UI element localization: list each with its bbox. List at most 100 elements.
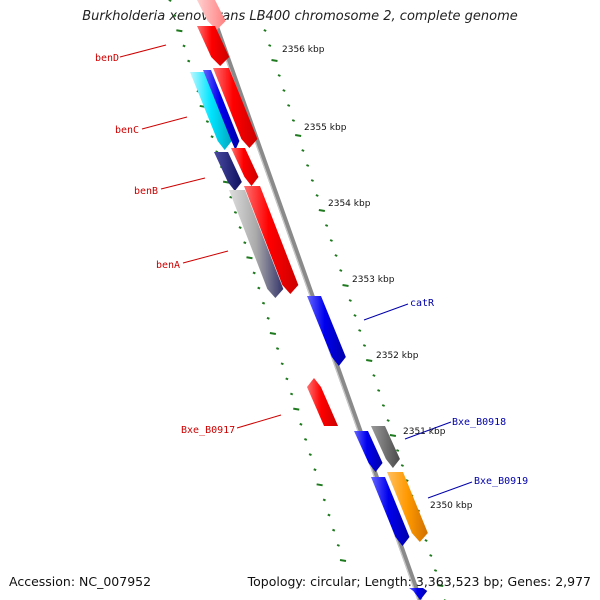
tick-mark xyxy=(291,119,296,122)
benB-leader xyxy=(160,177,206,190)
Bxe_B0918-label[interactable]: Bxe_B0918 xyxy=(452,417,506,428)
tick-mark xyxy=(324,224,329,227)
tick-mark xyxy=(306,164,310,167)
benA-feature-red[interactable] xyxy=(244,186,299,294)
tick-mark xyxy=(271,59,278,62)
tick-mark xyxy=(377,389,381,392)
tick-mark xyxy=(257,286,261,290)
catR-feature[interactable] xyxy=(307,296,346,366)
kbp-label: 2350 kbp xyxy=(430,501,473,511)
tick-mark xyxy=(238,226,242,229)
tick-mark xyxy=(261,301,266,305)
tick-mark xyxy=(173,14,177,18)
tick-mark xyxy=(433,569,438,572)
tick-mark xyxy=(293,407,300,411)
tick-mark xyxy=(287,104,291,107)
benD-leader xyxy=(119,44,167,58)
benA-feature-grey[interactable] xyxy=(229,190,284,298)
tick-mark xyxy=(176,29,183,33)
tick-mark xyxy=(353,314,357,317)
tick-mark xyxy=(429,554,433,557)
tick-mark xyxy=(289,392,294,396)
topology-label: Topology: circular; Length: 3,363,523 bp… xyxy=(247,574,591,589)
tick-mark xyxy=(334,254,338,257)
Bxe_B0917-feature[interactable] xyxy=(307,378,339,426)
accession-label: Accession: NC_007952 xyxy=(9,574,152,589)
benC-label[interactable]: benC xyxy=(115,125,139,136)
benB-label[interactable]: benB xyxy=(134,186,158,197)
tick-mark xyxy=(396,449,400,452)
bottom-blue-feature[interactable] xyxy=(409,588,428,600)
benD-label[interactable]: benD xyxy=(95,53,119,64)
Bxe_B0919-leader xyxy=(427,481,473,499)
kbp-label: 2353 kbp xyxy=(352,275,395,285)
tick-mark xyxy=(299,422,303,426)
tick-mark xyxy=(268,44,272,47)
map-title: Burkholderia xenovorans LB400 chromosome… xyxy=(82,9,518,24)
tick-mark xyxy=(210,135,214,139)
Bxe_B0918-leader xyxy=(404,421,452,440)
tick-mark xyxy=(304,437,308,441)
benD-feature-faded[interactable] xyxy=(197,0,226,30)
kbp-label: 2356 kbp xyxy=(282,45,325,55)
tick-mark xyxy=(339,559,347,562)
tick-mark xyxy=(318,209,326,212)
Bxe_B0917-label[interactable]: Bxe_B0917 xyxy=(181,425,235,436)
tick-mark xyxy=(301,149,305,152)
tick-mark xyxy=(386,419,390,422)
Bxe_B0917-leader xyxy=(236,414,282,429)
tick-mark xyxy=(246,256,253,260)
tick-mark xyxy=(243,241,247,245)
benC-feature-blue[interactable] xyxy=(203,70,240,150)
tick-mark xyxy=(322,498,326,502)
tick-mark xyxy=(229,195,233,199)
tick-mark xyxy=(222,180,230,184)
tick-mark xyxy=(437,584,444,587)
benC-feature-red[interactable] xyxy=(213,68,258,148)
kbp-label: 2352 kbp xyxy=(376,351,419,361)
Bxe_B0919-label[interactable]: Bxe_B0919 xyxy=(474,476,528,487)
tick-mark xyxy=(275,347,280,351)
tick-mark xyxy=(332,528,336,532)
gene-features[interactable] xyxy=(190,0,428,600)
tick-mark xyxy=(310,179,314,182)
benB-feature-red[interactable] xyxy=(231,148,259,186)
tick-mark xyxy=(308,453,312,456)
tick-mark xyxy=(336,543,340,547)
Bxe_B0918-blue-feature[interactable] xyxy=(354,431,383,472)
tick-mark xyxy=(266,316,270,320)
Bxe_B0919-blue-feature[interactable] xyxy=(371,477,410,546)
tick-mark xyxy=(389,434,397,437)
tick-mark xyxy=(339,269,343,272)
benC-feature-cyan[interactable] xyxy=(190,72,232,150)
kbp-label: 2354 kbp xyxy=(328,199,371,209)
tick-mark xyxy=(315,194,319,197)
tick-mark xyxy=(358,329,362,332)
tick-mark xyxy=(424,539,428,542)
tick-mark xyxy=(187,59,191,63)
benB-feature-navy[interactable] xyxy=(214,152,242,191)
kbp-label: 2355 kbp xyxy=(304,123,347,133)
tick-mark xyxy=(342,284,349,287)
benD-feature[interactable] xyxy=(197,26,230,66)
tick-mark xyxy=(362,344,367,347)
tick-mark xyxy=(282,89,286,92)
benA-label[interactable]: benA xyxy=(156,260,180,271)
tick-mark xyxy=(252,271,256,275)
gene-labels: benD benC benB benA Bxe_B0917 catR Bxe_B0918 Bx… xyxy=(95,53,528,487)
tick-mark xyxy=(263,29,267,32)
tick-mark xyxy=(294,134,302,137)
tick-mark xyxy=(205,120,209,124)
tick-mark xyxy=(277,74,281,77)
tick-mark xyxy=(280,362,284,366)
Bxe_B0918-grey-feature[interactable] xyxy=(371,426,400,468)
Bxe_B0919-orange-feature[interactable] xyxy=(387,472,428,542)
tick-mark xyxy=(269,331,277,335)
tick-mark xyxy=(348,299,352,302)
benA-leader xyxy=(182,250,229,264)
label-leaders xyxy=(119,44,473,499)
catR-label[interactable]: catR xyxy=(410,298,435,309)
tick-mark xyxy=(366,359,373,362)
tick-mark xyxy=(285,377,289,381)
